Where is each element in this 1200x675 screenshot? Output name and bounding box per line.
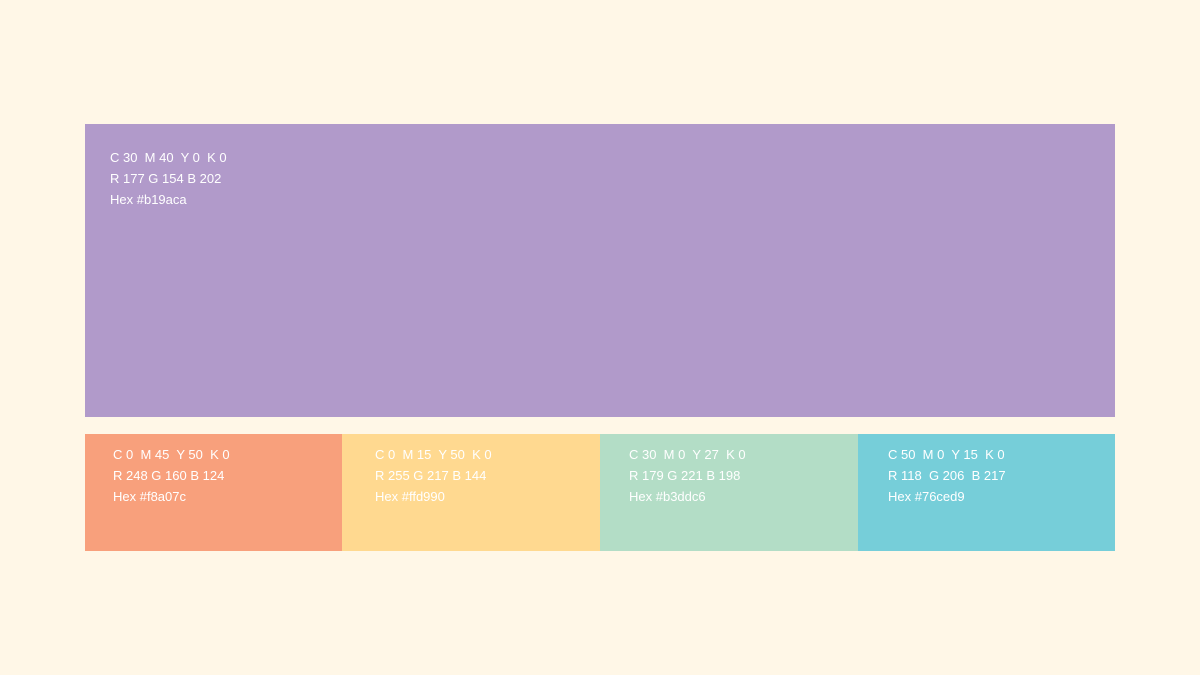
swatch-cyan: C 50 M 0 Y 15 K 0 R 118 G 206 B 217 Hex …: [858, 434, 1115, 551]
swatch-mint: C 30 M 0 Y 27 K 0 R 179 G 221 B 198 Hex …: [600, 434, 858, 551]
swatch-orange: C 0 M 45 Y 50 K 0 R 248 G 160 B 124 Hex …: [85, 434, 343, 551]
cmyk-value: C 0 M 45 Y 50 K 0: [113, 447, 230, 462]
rgb-value: R 118 G 206 B 217: [888, 468, 1006, 483]
cmyk-value: C 30 M 40 Y 0 K 0: [110, 150, 227, 165]
swatch-yellow: C 0 M 15 Y 50 K 0 R 255 G 217 B 144 Hex …: [342, 434, 600, 551]
cmyk-value: C 30 M 0 Y 27 K 0: [629, 447, 746, 462]
swatch-main: C 30 M 40 Y 0 K 0 R 177 G 154 B 202 Hex …: [85, 124, 1115, 417]
rgb-value: R 248 G 160 B 124: [113, 468, 225, 483]
hex-value: Hex #f8a07c: [113, 489, 186, 504]
hex-value: Hex #76ced9: [888, 489, 965, 504]
cmyk-value: C 0 M 15 Y 50 K 0: [375, 447, 492, 462]
hex-value: Hex #b19aca: [110, 192, 187, 207]
rgb-value: R 177 G 154 B 202: [110, 171, 222, 186]
rgb-value: R 179 G 221 B 198: [629, 468, 741, 483]
hex-value: Hex #b3ddc6: [629, 489, 706, 504]
cmyk-value: C 50 M 0 Y 15 K 0: [888, 447, 1005, 462]
rgb-value: R 255 G 217 B 144: [375, 468, 487, 483]
hex-value: Hex #ffd990: [375, 489, 445, 504]
